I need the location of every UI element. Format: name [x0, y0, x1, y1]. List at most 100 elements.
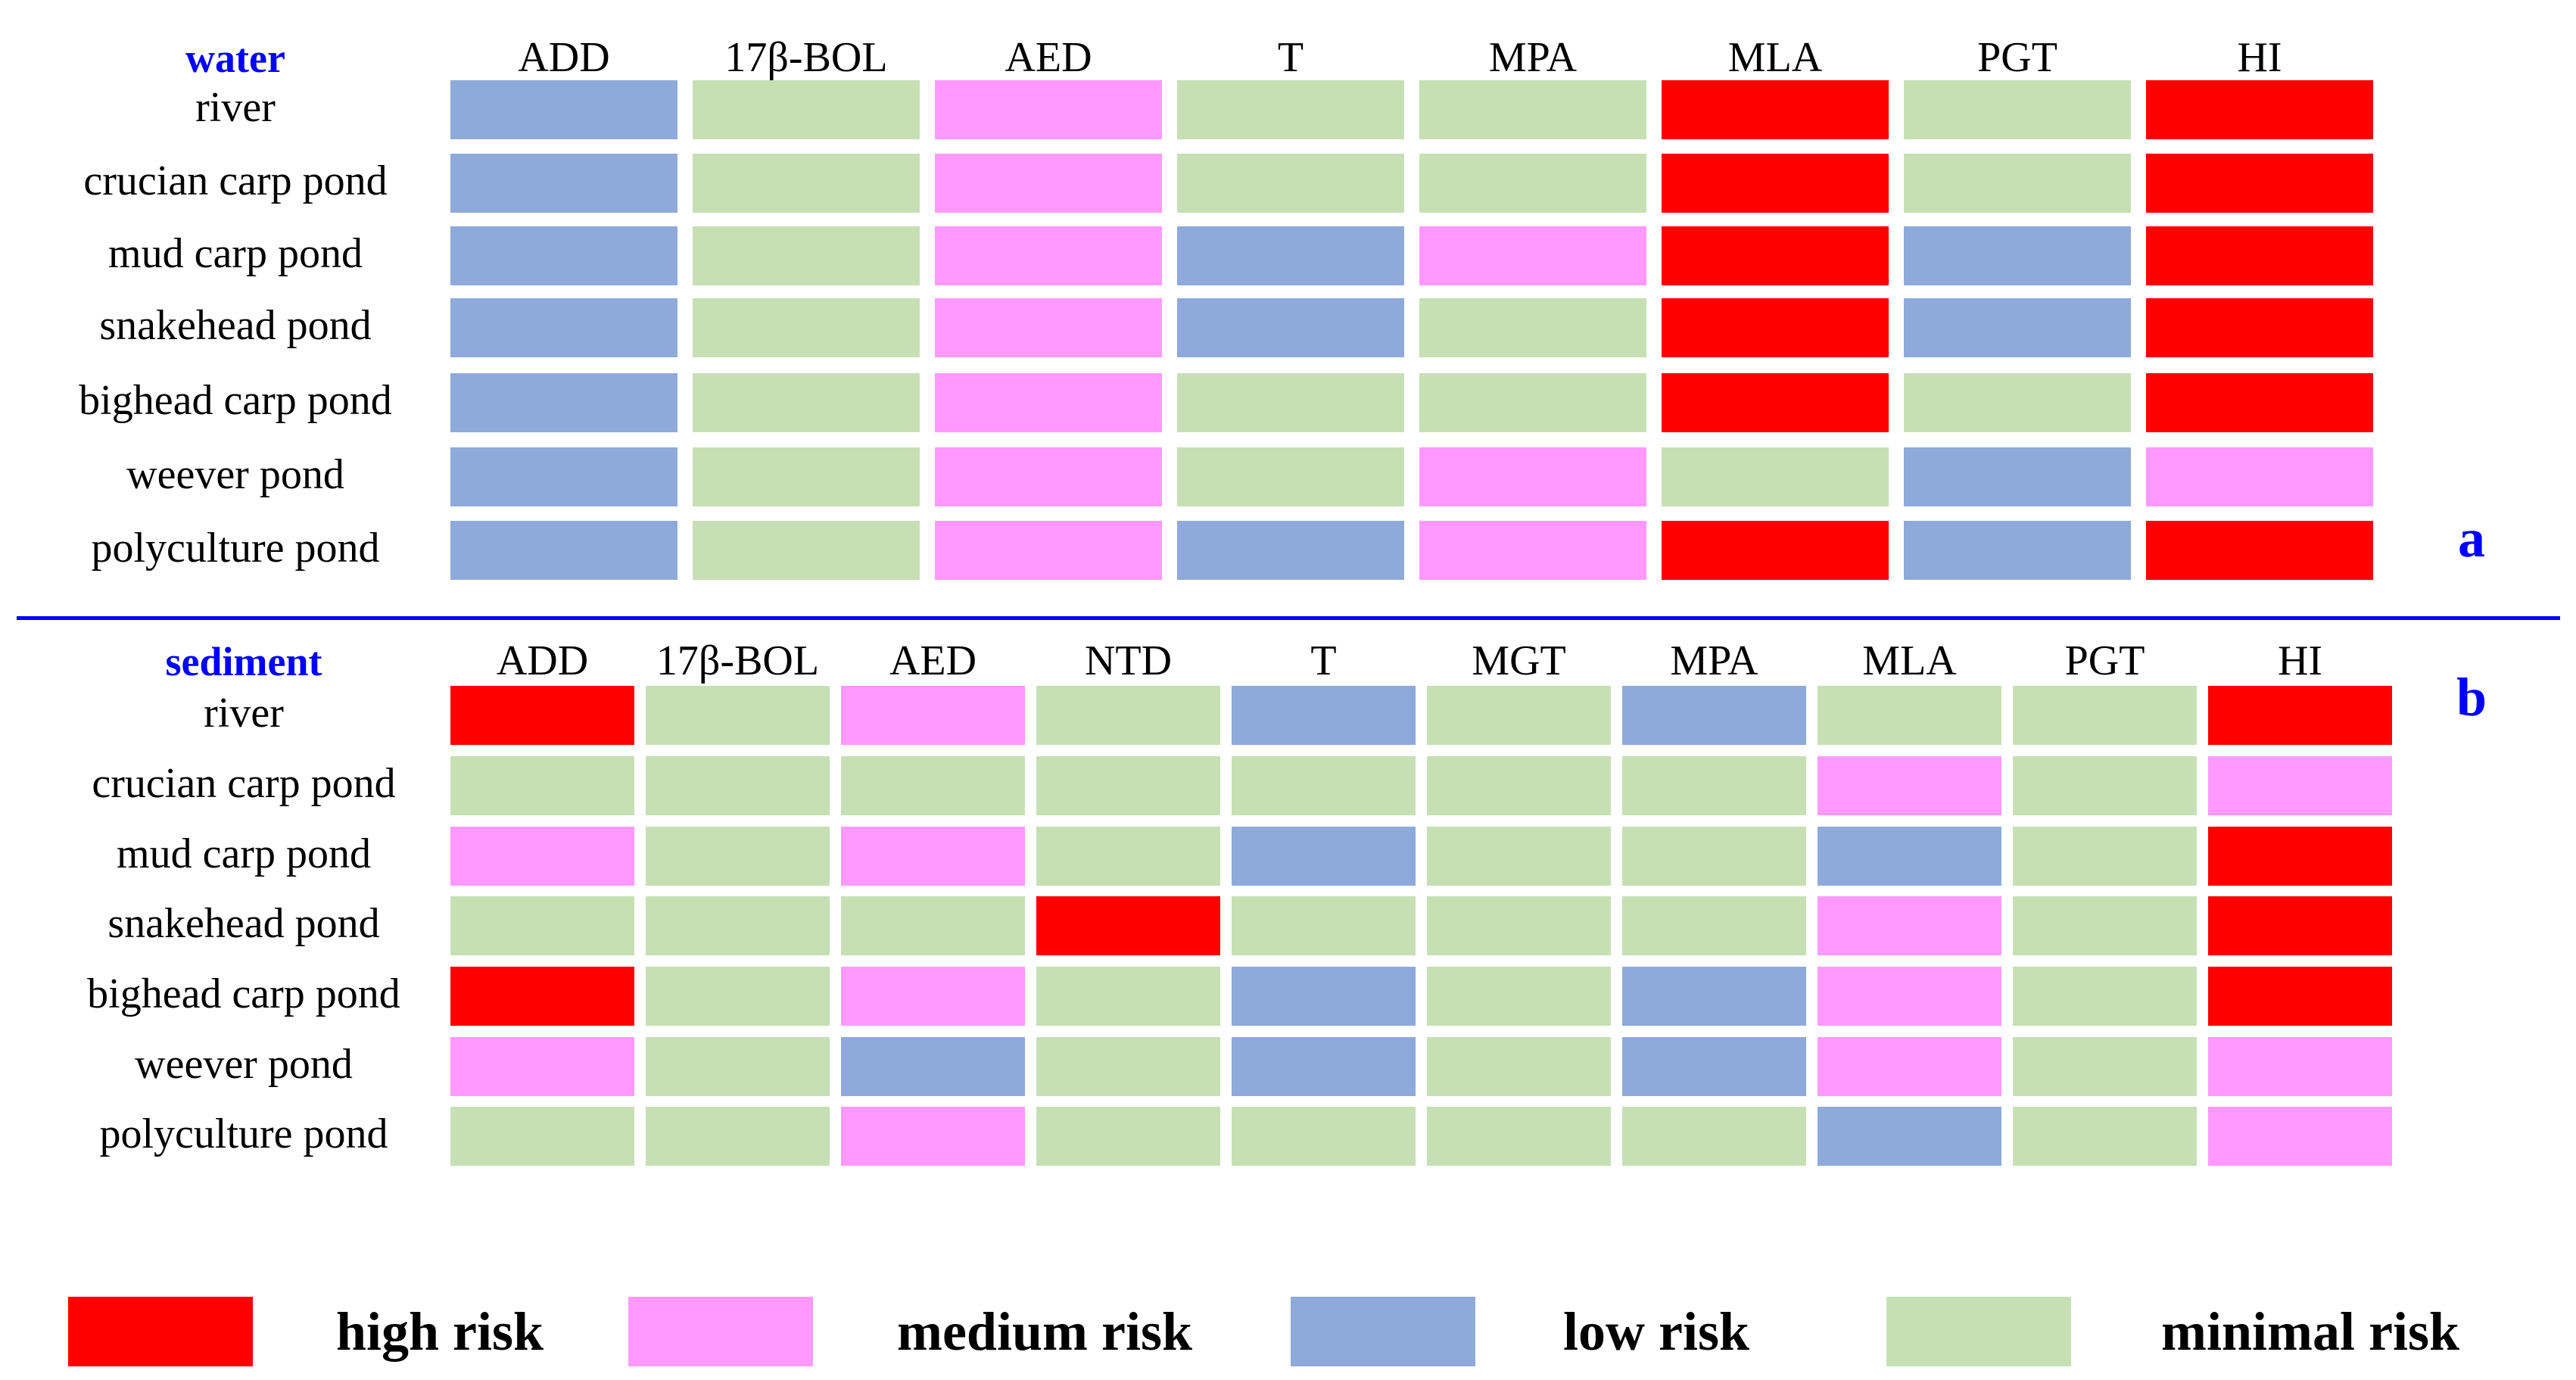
panel-a-cell-minimal-risk: [693, 226, 920, 285]
panel-b-cell-minimal-risk: [1622, 1107, 1806, 1166]
panel-b-cell-minimal-risk: [1427, 967, 1611, 1026]
legend-label-medium: medium risk: [896, 1301, 1193, 1362]
panel-b-column-label: HI: [2277, 637, 2323, 684]
panel-b-cell-minimal-risk: [646, 686, 830, 745]
panel-b-cell-minimal-risk: [1036, 686, 1220, 745]
panel-b-cell-medium-risk: [841, 967, 1025, 1026]
panel-b-cell-minimal-risk: [1036, 1107, 1220, 1166]
panel-a-row-label: river: [195, 84, 276, 131]
panel-b-cell-minimal-risk: [1232, 896, 1416, 955]
panel-a-cell-low-risk: [1904, 521, 2131, 580]
panel-a-row-label: snakehead pond: [99, 302, 372, 349]
panel-a-cell-high-risk: [1662, 373, 1889, 432]
panel-a-cell-low-risk: [450, 447, 677, 506]
panel-b-cell-minimal-risk: [646, 967, 830, 1026]
panel-a-cell-medium-risk: [1419, 521, 1646, 580]
panel-a-cell-high-risk: [2146, 154, 2373, 213]
panel-a-cell-minimal-risk: [1419, 373, 1646, 432]
panel-b-cell-medium-risk: [450, 1037, 634, 1096]
panel-a-cell-low-risk: [1904, 298, 2131, 357]
panel-b-row-label: snakehead pond: [107, 900, 380, 947]
panel-a-cell-high-risk: [1662, 154, 1889, 213]
panel-a-cell-high-risk: [1662, 298, 1889, 357]
panel-b-cell-minimal-risk: [1232, 1107, 1416, 1166]
panel-b-cell-minimal-risk: [2013, 686, 2197, 745]
panel-b-row-label: river: [204, 690, 284, 737]
panel-b-cell-minimal-risk: [646, 1037, 830, 1096]
panel-b-row-label: mud carp pond: [117, 830, 371, 877]
panel-a-cell-minimal-risk: [1662, 447, 1889, 506]
panel-a-cell-minimal-risk: [1904, 80, 2131, 139]
panel-a-cell-medium-risk: [935, 80, 1162, 139]
panel-b-cell-minimal-risk: [1622, 896, 1806, 955]
panel-b-cell-minimal-risk: [646, 756, 830, 815]
panel-a-cell-minimal-risk: [693, 154, 920, 213]
panel-a-column-label: MLA: [1727, 34, 1823, 81]
panel-a-cell-medium-risk: [935, 298, 1162, 357]
legend-swatch-low: [1291, 1297, 1475, 1366]
panel-b-cell-low-risk: [1818, 827, 2001, 886]
panel-b-cell-minimal-risk: [2013, 1037, 2197, 1096]
panel-a-cell-minimal-risk: [1904, 373, 2131, 432]
panel-a-title: water: [185, 36, 285, 81]
panel-b-cell-minimal-risk: [1427, 756, 1611, 815]
panel-b-cell-high-risk: [2208, 896, 2392, 955]
panel-a-cell-minimal-risk: [693, 447, 920, 506]
panel-a-cell-low-risk: [450, 80, 677, 139]
panel-b-cell-minimal-risk: [2013, 967, 2197, 1026]
panel-b-row-label: crucian carp pond: [92, 760, 396, 807]
panel-a-cell-minimal-risk: [693, 521, 920, 580]
panel-b-cell-low-risk: [1818, 1107, 2001, 1166]
panel-b-cell-medium-risk: [1818, 967, 2001, 1026]
panel-b-cell-medium-risk: [2208, 756, 2392, 815]
panel-b-cell-minimal-risk: [1622, 756, 1806, 815]
panel-b-cell-minimal-risk: [2013, 756, 2197, 815]
panel-b-cell-minimal-risk: [1232, 756, 1416, 815]
panel-b-column-label: MPA: [1670, 637, 1758, 684]
panel-b-cell-medium-risk: [1818, 756, 2001, 815]
panel-a-column-label: PGT: [1977, 34, 2057, 81]
panel-b-cell-medium-risk: [450, 827, 634, 886]
panel-a-cell-medium-risk: [1419, 447, 1646, 506]
panel-b-cell-medium-risk: [841, 827, 1025, 886]
panel-b-cell-minimal-risk: [2013, 1107, 2197, 1166]
panel-a-row-label: mud carp pond: [108, 230, 363, 277]
panel-a-cell-low-risk: [1177, 298, 1404, 357]
panel-a-cell-minimal-risk: [693, 80, 920, 139]
panel-b-label: b: [2456, 667, 2487, 727]
panel-b-cell-minimal-risk: [450, 756, 634, 815]
panel-a-cell-minimal-risk: [1419, 298, 1646, 357]
panel-a-cell-high-risk: [2146, 226, 2373, 285]
panel-a-column-label: HI: [2237, 34, 2282, 81]
panel-a-column-label: ADD: [518, 34, 610, 81]
panel-a-cell-minimal-risk: [1177, 447, 1404, 506]
panel-a-cell-low-risk: [450, 521, 677, 580]
panel-b-cell-minimal-risk: [2013, 896, 2197, 955]
panel-b-column-label: T: [1310, 637, 1337, 684]
panel-b-cell-minimal-risk: [1427, 896, 1611, 955]
panel-b-cell-low-risk: [1232, 827, 1416, 886]
panel-a-cell-low-risk: [450, 373, 677, 432]
panel-a-row-label: crucian carp pond: [83, 157, 388, 204]
panel-a-column-label: 17β-BOL: [724, 34, 888, 81]
panel-b-cell-minimal-risk: [646, 896, 830, 955]
panel-b-cell-minimal-risk: [450, 896, 634, 955]
panel-a-cell-medium-risk: [935, 154, 1162, 213]
panel-b-cell-minimal-risk: [841, 756, 1025, 815]
panel-b-cell-medium-risk: [1818, 1037, 2001, 1096]
panel-a-cell-high-risk: [1662, 226, 1889, 285]
panel-b-cell-low-risk: [1232, 686, 1416, 745]
panel-b-column-label: MLA: [1862, 637, 1957, 684]
panel-b-cell-minimal-risk: [2013, 827, 2197, 886]
panel-b-row-label: bighead carp pond: [87, 970, 400, 1017]
panel-a-cell-minimal-risk: [1904, 154, 2131, 213]
panel-b-cell-high-risk: [2208, 967, 2392, 1026]
panel-b-cell-high-risk: [2208, 827, 2392, 886]
panel-a-cell-low-risk: [1904, 226, 2131, 285]
panel-b-cell-medium-risk: [1818, 896, 2001, 955]
panel-b-cell-medium-risk: [2208, 1107, 2392, 1166]
panel-a-cell-low-risk: [1177, 226, 1404, 285]
panel-b-cell-high-risk: [2208, 686, 2392, 745]
legend-swatch-high: [68, 1297, 253, 1366]
